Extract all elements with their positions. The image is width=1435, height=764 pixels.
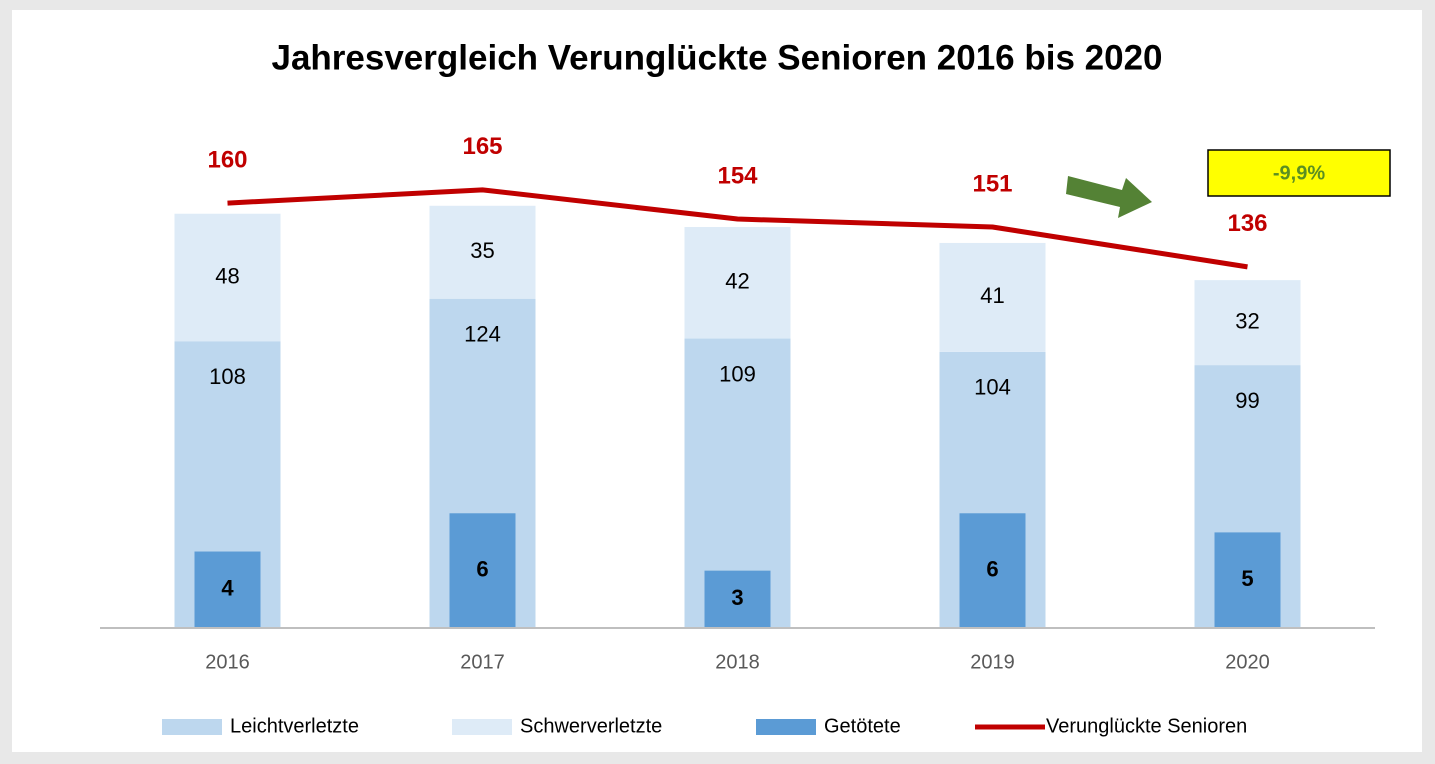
data-label: 154: [717, 162, 758, 189]
chart-title: Jahresvergleich Verunglückte Senioren 20…: [271, 38, 1162, 77]
x-tick-label: 2019: [970, 651, 1015, 673]
line: [227, 187, 1248, 270]
legend-swatch: [162, 719, 222, 735]
legend-label: Getötete: [824, 715, 901, 737]
data-label: 48: [215, 263, 239, 288]
data-label: 35: [470, 238, 494, 263]
data-label: 4: [221, 576, 234, 601]
data-label: 151: [972, 170, 1012, 197]
data-label: 32: [1235, 308, 1259, 333]
data-label: 124: [464, 322, 501, 347]
data-label: 99: [1235, 388, 1259, 413]
x-tick-label: 2020: [1225, 651, 1270, 673]
data-label: 42: [725, 269, 749, 294]
bar: [684, 227, 791, 339]
data-label: 3: [731, 585, 743, 610]
annotation: -9,9%: [1273, 162, 1325, 184]
data-label: 6: [986, 556, 998, 581]
bar: [1214, 532, 1281, 628]
annotation-box: [1207, 149, 1391, 197]
bar: [174, 213, 281, 342]
bar: [194, 551, 261, 628]
data-label: 6: [476, 556, 488, 581]
bar: [959, 513, 1026, 628]
data-label: 108: [209, 364, 246, 389]
legend-label: Verunglückte Senioren: [1046, 715, 1247, 737]
bar: [429, 205, 536, 299]
data-label: 5: [1241, 566, 1253, 591]
trend-arrow: [1066, 176, 1152, 218]
data-label: 165: [462, 133, 502, 160]
x-tick-label: 2016: [205, 651, 250, 673]
data-label: 136: [1227, 210, 1267, 237]
x-tick-label: 2017: [460, 651, 505, 673]
bar: [449, 513, 516, 628]
x-tick-label: 2018: [715, 651, 760, 673]
legend-swatch: [452, 719, 512, 735]
bar: [1194, 280, 1301, 366]
data-label: 104: [974, 375, 1011, 400]
data-label: 41: [980, 283, 1004, 308]
legend-label: Schwerverletzte: [520, 715, 662, 737]
bar: [939, 242, 1046, 352]
legend-swatch: [756, 719, 816, 735]
data-label: 160: [207, 146, 247, 173]
bar: [704, 570, 771, 628]
data-label: 109: [719, 361, 756, 386]
legend-label: Leichtverletzte: [230, 715, 359, 737]
